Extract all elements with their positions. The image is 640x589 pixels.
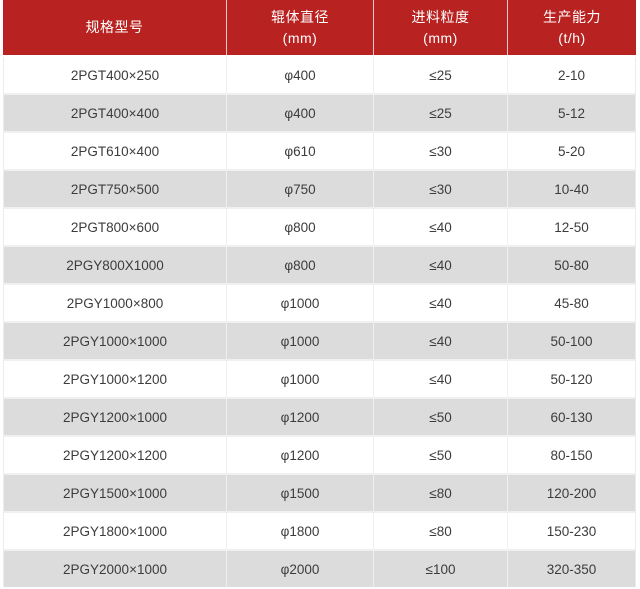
table-row: 2PGT610×400 φ610 ≤30 5-20 bbox=[4, 133, 635, 169]
cell-roller-diameter: φ610 bbox=[227, 133, 373, 169]
cell-model: 2PGT800×600 bbox=[4, 209, 226, 245]
table-row: 2PGT800×600 φ800 ≤40 12-50 bbox=[4, 209, 635, 245]
table-row: 2PGY800X1000 φ800 ≤40 50-80 bbox=[4, 247, 635, 283]
cell-model: 2PGY1200×1000 bbox=[4, 399, 226, 435]
header-unit: (t/h) bbox=[558, 29, 586, 46]
table-row: 2PGY1200×1000 φ1200 ≤50 60-130 bbox=[4, 399, 635, 435]
cell-roller-diameter: φ400 bbox=[227, 57, 373, 93]
cell-model: 2PGY800X1000 bbox=[4, 247, 226, 283]
cell-capacity: 50-120 bbox=[508, 361, 635, 397]
cell-model: 2PGY1800×1000 bbox=[4, 513, 226, 549]
cell-capacity: 5-20 bbox=[508, 133, 635, 169]
cell-capacity: 50-80 bbox=[508, 247, 635, 283]
table-row: 2PGY1000×1200 φ1000 ≤40 50-120 bbox=[4, 361, 635, 397]
cell-model: 2PGT400×250 bbox=[4, 57, 226, 93]
cell-roller-diameter: φ1000 bbox=[227, 285, 373, 321]
table-row: 2PGY1800×1000 φ1800 ≤80 150-230 bbox=[4, 513, 635, 549]
cell-roller-diameter: φ2000 bbox=[227, 551, 373, 587]
table-body: 2PGT400×250 φ400 ≤25 2-10 2PGT400×400 φ4… bbox=[3, 57, 636, 587]
cell-roller-diameter: φ1000 bbox=[227, 323, 373, 359]
cell-capacity: 120-200 bbox=[508, 475, 635, 511]
cell-feed-size: ≤100 bbox=[374, 551, 507, 587]
cell-capacity: 320-350 bbox=[508, 551, 635, 587]
cell-feed-size: ≤40 bbox=[374, 209, 507, 245]
cell-capacity: 5-12 bbox=[508, 95, 635, 131]
header-cell-model: 规格型号 bbox=[3, 0, 226, 55]
cell-feed-size: ≤40 bbox=[374, 285, 507, 321]
cell-model: 2PGY1200×1200 bbox=[4, 437, 226, 473]
cell-feed-size: ≤25 bbox=[374, 95, 507, 131]
table-row: 2PGY1000×1000 φ1000 ≤40 50-100 bbox=[4, 323, 635, 359]
cell-roller-diameter: φ1800 bbox=[227, 513, 373, 549]
cell-capacity: 12-50 bbox=[508, 209, 635, 245]
header-label: 进料粒度 bbox=[411, 8, 470, 25]
cell-feed-size: ≤80 bbox=[374, 513, 507, 549]
cell-roller-diameter: φ750 bbox=[227, 171, 373, 207]
cell-capacity: 50-100 bbox=[508, 323, 635, 359]
header-unit: (mm) bbox=[282, 29, 318, 46]
cell-roller-diameter: φ800 bbox=[227, 209, 373, 245]
cell-roller-diameter: φ1500 bbox=[227, 475, 373, 511]
header-cell-feed-size: 进料粒度 (mm) bbox=[373, 0, 507, 55]
cell-model: 2PGT610×400 bbox=[4, 133, 226, 169]
cell-model: 2PGY1000×1200 bbox=[4, 361, 226, 397]
cell-capacity: 80-150 bbox=[508, 437, 635, 473]
header-label: 辊体直径 bbox=[271, 8, 329, 25]
cell-model: 2PGY2000×1000 bbox=[4, 551, 226, 587]
cell-capacity: 2-10 bbox=[508, 57, 635, 93]
table-row: 2PGY1500×1000 φ1500 ≤80 120-200 bbox=[4, 475, 635, 511]
cell-model: 2PGY1000×1000 bbox=[4, 323, 226, 359]
cell-model: 2PGY1000×800 bbox=[4, 285, 226, 321]
table-row: 2PGY1000×800 φ1000 ≤40 45-80 bbox=[4, 285, 635, 321]
table-header-row: 规格型号 辊体直径 (mm) 进料粒度 (mm) 生产能力 (t/h) bbox=[3, 0, 636, 55]
cell-feed-size: ≤40 bbox=[374, 361, 507, 397]
cell-feed-size: ≤50 bbox=[374, 399, 507, 435]
table-row: 2PGY2000×1000 φ2000 ≤100 320-350 bbox=[4, 551, 635, 587]
cell-roller-diameter: φ400 bbox=[227, 95, 373, 131]
header-label: 规格型号 bbox=[85, 19, 144, 35]
cell-model: 2PGT750×500 bbox=[4, 171, 226, 207]
cell-feed-size: ≤80 bbox=[374, 475, 507, 511]
header-cell-roller-diameter: 辊体直径 (mm) bbox=[226, 0, 373, 55]
cell-model: 2PGY1500×1000 bbox=[4, 475, 226, 511]
cell-feed-size: ≤30 bbox=[374, 171, 507, 207]
cell-feed-size: ≤40 bbox=[374, 323, 507, 359]
cell-roller-diameter: φ1000 bbox=[227, 361, 373, 397]
header-unit: (mm) bbox=[423, 29, 458, 46]
table-row: 2PGT750×500 φ750 ≤30 10-40 bbox=[4, 171, 635, 207]
cell-feed-size: ≤40 bbox=[374, 247, 507, 283]
table-row: 2PGT400×250 φ400 ≤25 2-10 bbox=[4, 57, 635, 93]
cell-capacity: 60-130 bbox=[508, 399, 635, 435]
table-row: 2PGY1200×1200 φ1200 ≤50 80-150 bbox=[4, 437, 635, 473]
cell-roller-diameter: φ1200 bbox=[227, 437, 373, 473]
header-label: 生产能力 bbox=[543, 8, 601, 25]
header-cell-capacity: 生产能力 (t/h) bbox=[507, 0, 636, 55]
spec-table: 规格型号 辊体直径 (mm) 进料粒度 (mm) 生产能力 (t/h) 2PGT… bbox=[3, 0, 636, 587]
cell-capacity: 45-80 bbox=[508, 285, 635, 321]
cell-feed-size: ≤25 bbox=[374, 57, 507, 93]
cell-model: 2PGT400×400 bbox=[4, 95, 226, 131]
cell-roller-diameter: φ800 bbox=[227, 247, 373, 283]
cell-capacity: 150-230 bbox=[508, 513, 635, 549]
table-row: 2PGT400×400 φ400 ≤25 5-12 bbox=[4, 95, 635, 131]
cell-capacity: 10-40 bbox=[508, 171, 635, 207]
cell-roller-diameter: φ1200 bbox=[227, 399, 373, 435]
cell-feed-size: ≤30 bbox=[374, 133, 507, 169]
cell-feed-size: ≤50 bbox=[374, 437, 507, 473]
